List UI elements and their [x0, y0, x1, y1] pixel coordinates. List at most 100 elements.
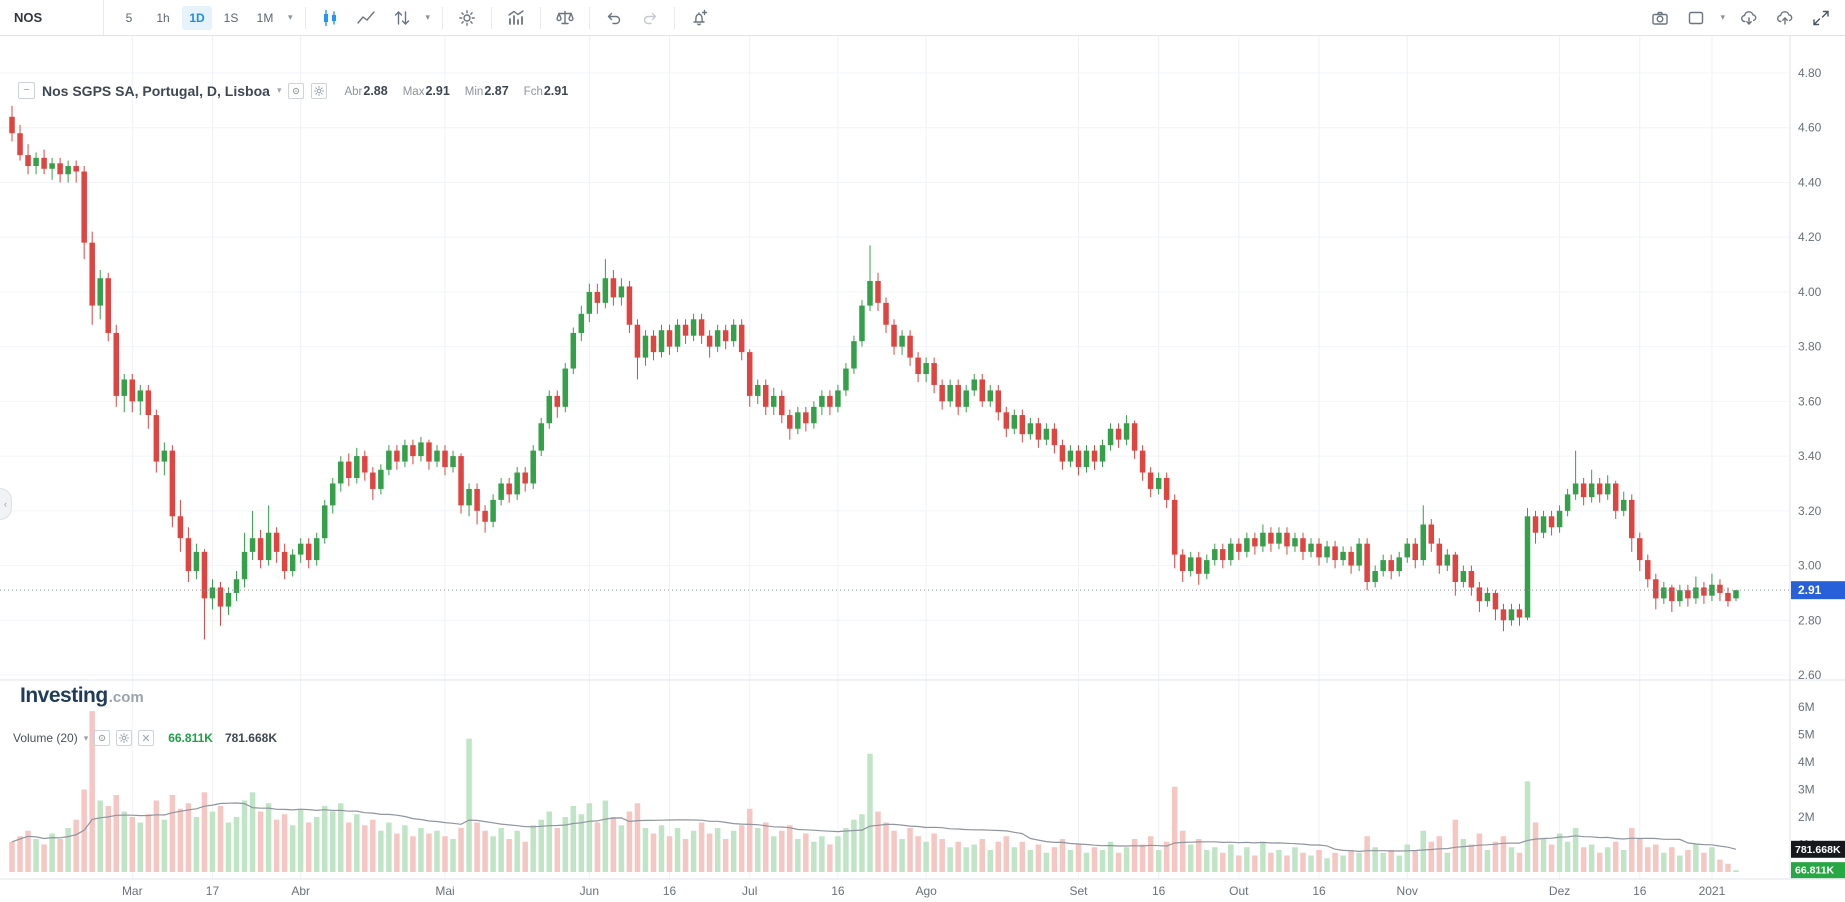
volume-indicator-title[interactable]: Volume (20)	[13, 731, 78, 745]
volume-ma-value: 781.668K	[224, 731, 277, 745]
svg-text:4.40: 4.40	[1798, 175, 1822, 189]
scales-icon	[556, 10, 574, 24]
svg-text:Mar: Mar	[122, 884, 143, 898]
undo-button[interactable]	[596, 4, 632, 32]
eye-icon[interactable]	[288, 82, 305, 99]
save-layout-button[interactable]	[1767, 4, 1803, 32]
svg-text:2.91: 2.91	[1798, 583, 1822, 597]
svg-text:2.80: 2.80	[1798, 613, 1822, 627]
series-settings-icon[interactable]	[311, 82, 328, 99]
camera-icon	[1652, 11, 1669, 25]
line-chart-icon	[356, 10, 375, 24]
svg-text:Ago: Ago	[915, 884, 937, 898]
chart-canvas[interactable]: 4.80 4.60 4.40 4.20 4.00 3.80 3.60 3.40 3.20 3.00…	[0, 36, 1845, 902]
compare-button[interactable]	[384, 4, 420, 32]
main-legend: − Nos SGPS SA, Portugal, D, Lisboa ▾ Abr…	[18, 82, 568, 99]
high-value: 2.91	[425, 83, 450, 98]
low-value: 2.87	[484, 83, 509, 98]
layout-button[interactable]	[1678, 4, 1714, 32]
interval-1h[interactable]: 1h	[148, 6, 178, 30]
interval-group: 5 1h 1D 1S 1M ▾	[112, 5, 299, 30]
svg-text:17: 17	[206, 884, 220, 898]
candlestick-style-button[interactable]	[312, 4, 348, 32]
svg-text:Nov: Nov	[1397, 884, 1418, 898]
screenshot-button[interactable]	[1642, 4, 1678, 32]
cloud-upload-icon	[1777, 10, 1793, 25]
interval-1w[interactable]: 1S	[216, 6, 246, 30]
alert-bell-icon	[693, 9, 708, 25]
eye-icon[interactable]	[94, 730, 111, 746]
chevron-down-icon: ▾	[425, 12, 431, 22]
svg-text:16: 16	[831, 884, 845, 898]
interval-dropdown-button[interactable]: ▾	[282, 8, 299, 27]
open-value: 2.88	[363, 83, 388, 98]
chevron-down-icon: ▾	[288, 12, 293, 22]
collapse-legend-button[interactable]: −	[18, 82, 35, 99]
indicators-icon	[508, 9, 524, 25]
volume-legend: Volume (20) ▾ 66.811K 781.668K	[13, 730, 277, 746]
svg-text:66.811K: 66.811K	[1795, 865, 1835, 877]
undo-icon	[607, 12, 621, 24]
redo-button[interactable]	[632, 4, 668, 32]
close-label: Fch	[523, 85, 543, 98]
fullscreen-icon	[1813, 10, 1829, 25]
svg-text:5M: 5M	[1798, 728, 1815, 742]
top-toolbar: NOS 5 1h 1D 1S 1M ▾ ▾	[0, 0, 1845, 36]
svg-text:Mai: Mai	[435, 884, 454, 898]
svg-text:4.80: 4.80	[1798, 66, 1822, 80]
fullscreen-button[interactable]	[1803, 4, 1839, 32]
interval-5m[interactable]: 5	[114, 6, 144, 30]
minus-icon: −	[23, 84, 30, 96]
svg-text:Jun: Jun	[580, 884, 599, 898]
svg-text:3M: 3M	[1798, 783, 1815, 797]
interval-1mo[interactable]: 1M	[250, 6, 280, 30]
scales-button[interactable]	[547, 4, 583, 32]
toolbar-separator	[674, 6, 676, 29]
symbol-label: NOS	[14, 10, 43, 25]
load-layout-button[interactable]	[1731, 4, 1767, 32]
redo-icon	[643, 12, 657, 24]
svg-text:2.60: 2.60	[1798, 668, 1822, 682]
instrument-title[interactable]: Nos SGPS SA, Portugal, D, Lisboa	[42, 82, 270, 99]
chevron-down-icon[interactable]: ▾	[83, 732, 89, 743]
toolbar-right-group: ▾	[1642, 4, 1839, 32]
chevron-left-icon: ‹	[4, 499, 7, 509]
svg-text:16: 16	[1312, 884, 1326, 898]
svg-text:3.20: 3.20	[1798, 504, 1822, 518]
indicator-settings-icon[interactable]	[116, 730, 133, 746]
cloud-download-icon	[1741, 10, 1757, 25]
svg-text:4.20: 4.20	[1798, 230, 1822, 244]
svg-text:4.60: 4.60	[1798, 121, 1822, 135]
svg-text:Abr: Abr	[291, 884, 310, 898]
interval-1d[interactable]: 1D	[182, 5, 212, 30]
chart-area: 4.80 4.60 4.40 4.20 4.00 3.80 3.60 3.40 3.20 3.00…	[0, 36, 1845, 902]
chart-style-dropdown-button[interactable]: ▾	[420, 8, 437, 27]
investing-logo[interactable]: Investing .com	[20, 684, 144, 708]
symbol-search[interactable]: NOS	[0, 0, 104, 35]
svg-text:781.668K: 781.668K	[1795, 844, 1841, 856]
layout-icon	[1689, 11, 1704, 24]
remove-indicator-icon[interactable]	[138, 730, 155, 746]
toolbar-separator	[540, 6, 542, 29]
gear-icon	[459, 9, 475, 26]
compare-arrows-icon	[394, 10, 409, 25]
svg-text:2M: 2M	[1798, 810, 1815, 824]
add-alert-button[interactable]	[681, 4, 717, 32]
indicators-button[interactable]	[498, 4, 534, 32]
ohlc-readout: Abr 2.88 Max 2.91 Min 2.87 Fch 2.91	[344, 84, 568, 98]
svg-text:Jul: Jul	[742, 884, 757, 898]
logo-text-bold: Investing	[20, 684, 108, 707]
chevron-down-icon[interactable]: ▾	[276, 85, 282, 95]
candlestick-icon	[323, 9, 336, 26]
logo-text-light: .com	[108, 689, 144, 706]
layout-dropdown-button[interactable]: ▾	[1714, 8, 1731, 27]
svg-text:3.80: 3.80	[1798, 340, 1822, 354]
settings-button[interactable]	[449, 4, 485, 32]
low-label: Min	[464, 85, 484, 98]
svg-text:16: 16	[1152, 884, 1166, 898]
svg-text:Set: Set	[1069, 884, 1088, 898]
line-style-button[interactable]	[348, 4, 384, 32]
svg-text:16: 16	[663, 884, 677, 898]
volume-current-value: 66.811K	[168, 731, 213, 745]
